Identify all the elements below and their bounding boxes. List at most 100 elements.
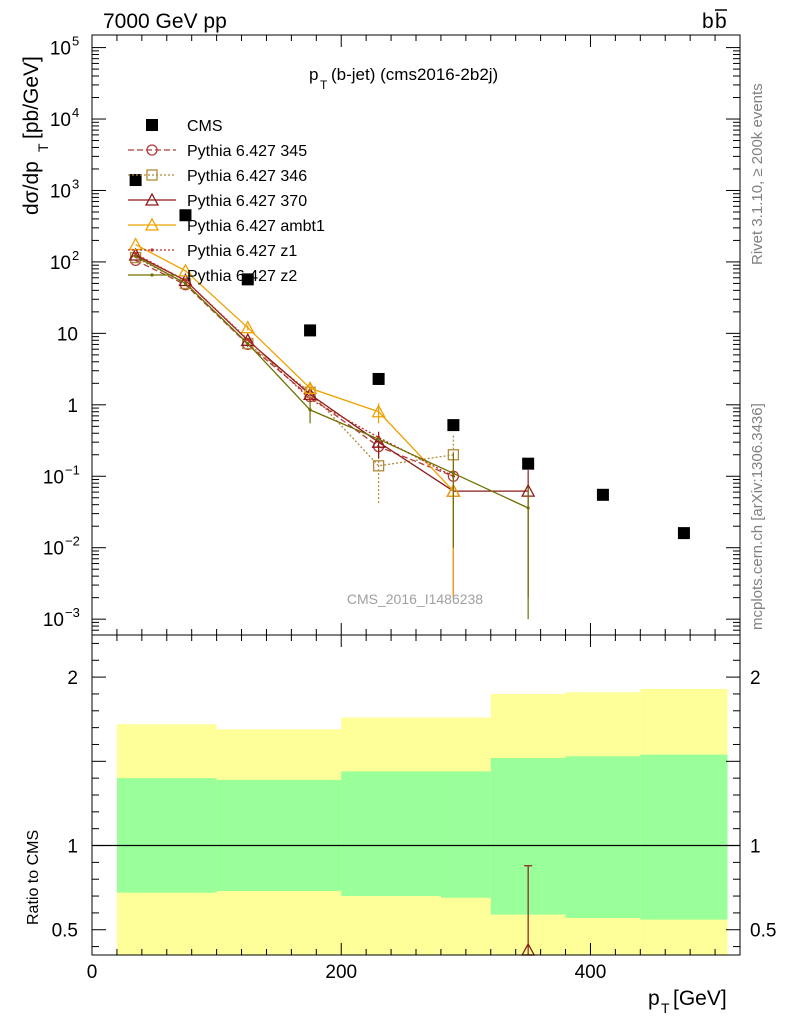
xlabel-b: [GeV]	[673, 987, 727, 1010]
series-point	[246, 341, 250, 346]
series-point	[522, 457, 535, 470]
y-tick-exponent: −2	[65, 534, 80, 549]
plot-title-rest: (b-jet) (cms2016-2b2j)	[331, 65, 498, 84]
legend-label: Pythia 6.427 ambt1	[187, 218, 325, 235]
legend-label: Pythia 6.427 345	[187, 143, 307, 160]
y-tick-exponent: 2	[72, 248, 79, 263]
header-right-bbar: b	[715, 10, 727, 33]
series-pythia-6-427-z1	[134, 252, 455, 478]
series-point	[178, 263, 193, 277]
y-tick-label: 10	[43, 610, 64, 631]
main-ylabel-b: [pb/GeV]	[20, 56, 43, 139]
series-point	[246, 337, 250, 342]
series-pythia-6-427-z2	[134, 254, 530, 620]
series-point	[377, 437, 381, 441]
header-right: b b	[702, 9, 727, 33]
legend-marker	[146, 144, 158, 156]
y-tick-label: 10	[50, 181, 71, 202]
legend-item: Pythia 6.427 346	[128, 168, 307, 185]
main-ylabel-a: dσ/dp	[20, 161, 43, 215]
y-tick-label: 10	[50, 253, 71, 274]
series-point	[129, 174, 142, 187]
series-point	[134, 254, 138, 258]
x-tick-label: 0	[87, 962, 98, 983]
series-point	[304, 324, 317, 337]
series-point	[179, 209, 192, 222]
y-tick-label: 10	[50, 39, 71, 60]
series-point	[183, 278, 188, 283]
series-line	[135, 244, 454, 492]
header-left: 7000 GeV pp	[103, 10, 227, 33]
series-point	[308, 408, 312, 412]
watermark: CMS_2016_I1486238	[347, 591, 483, 607]
y-tick-label: 10	[43, 467, 64, 488]
ratio-y-tick-label-right: 0.5	[750, 921, 776, 942]
series-point	[308, 397, 312, 401]
green-band-bin	[565, 756, 641, 918]
x-tick-label: 200	[325, 962, 357, 983]
y-tick-exponent: 4	[72, 105, 79, 120]
series-point	[134, 252, 138, 256]
legend-label: CMS	[187, 118, 223, 135]
y-tick-exponent: 5	[72, 34, 79, 49]
ratio-y-tick-label-right: 1	[750, 837, 761, 858]
series-point	[128, 237, 143, 251]
legend-item: Pythia 6.427 ambt1	[128, 217, 325, 235]
main-ylabel-sub: T	[35, 143, 51, 152]
legend-marker	[144, 217, 160, 231]
legend-label: Pythia 6.427 z1	[187, 243, 297, 260]
y-tick-exponent: 3	[72, 176, 79, 191]
axis-ticks	[91, 35, 741, 955]
legend-item: Pythia 6.427 345	[128, 143, 307, 160]
legend: CMS Pythia 6.427 345 Pythia 6.427 346 Pythi…	[128, 118, 325, 285]
y-tick-exponent: −3	[65, 605, 80, 620]
y-tick-label: 10	[43, 539, 64, 560]
xlabel-a: p	[648, 987, 660, 1010]
ratio-ylabel: Ratio to CMS	[25, 830, 42, 925]
series-point	[302, 380, 318, 394]
series-line	[135, 259, 454, 477]
series-point	[372, 460, 385, 472]
xlabel: p T [GeV]	[648, 987, 727, 1016]
legend-item: Pythia 6.427 z1	[128, 243, 297, 260]
header-right-b: b	[702, 10, 714, 33]
green-band-bin	[341, 771, 441, 897]
series-point	[677, 527, 690, 540]
y-tick-label: 10	[50, 110, 71, 131]
series-point	[371, 404, 386, 418]
legend-marker	[150, 248, 154, 252]
xlabel-sub: T	[661, 1000, 670, 1016]
legend-marker	[146, 119, 158, 131]
series-point	[447, 419, 460, 432]
series-point	[596, 488, 609, 501]
main-series	[128, 174, 690, 620]
green-band-bin	[440, 771, 491, 898]
legend-label: Pythia 6.427 346	[187, 168, 307, 185]
ratio-y-tick-label-right: 2	[750, 668, 761, 689]
series-line	[135, 254, 529, 492]
series-point	[526, 506, 530, 510]
plot-title-main: p	[309, 65, 318, 84]
legend-marker	[144, 192, 160, 206]
legend-label: Pythia 6.427 z2	[187, 268, 297, 285]
ratio-y-tick-label: 2	[67, 668, 78, 689]
green-band-bin	[116, 778, 217, 893]
series-point	[241, 273, 254, 286]
series-point	[240, 320, 255, 334]
ratio-y-tick-label: 1	[67, 837, 78, 858]
x-tick-label: 400	[575, 962, 607, 983]
series-point	[372, 372, 385, 385]
series-pythia-6-427-370	[128, 247, 536, 598]
side-label-bottom: mcplots.cern.ch [arXiv:1306.3436]	[749, 403, 766, 630]
ratio-y-tick-label: 0.5	[52, 921, 78, 942]
legend-label: Pythia 6.427 370	[187, 193, 307, 210]
green-band-bin	[216, 779, 342, 891]
series-point	[183, 281, 188, 286]
y-tick-exponent: −1	[65, 462, 80, 477]
series-cms	[129, 174, 690, 540]
series-pythia-6-427-ambt1	[128, 237, 461, 598]
legend-item: CMS	[146, 118, 223, 135]
side-label-top: Rivet 3.1.10, ≥ 200k events	[749, 83, 766, 265]
series-point	[451, 471, 455, 475]
